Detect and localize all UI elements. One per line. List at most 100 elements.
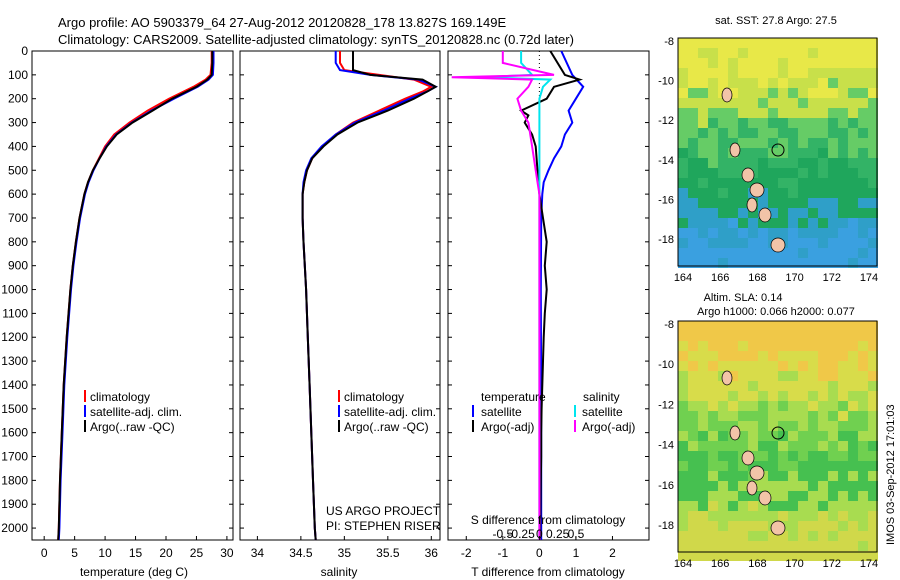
map-cell xyxy=(798,541,808,551)
map-cell xyxy=(728,541,738,551)
map-cell xyxy=(868,431,878,441)
map-cell xyxy=(708,501,718,511)
map-cell xyxy=(698,501,708,511)
map-cell xyxy=(858,401,868,411)
map-cell xyxy=(778,361,788,371)
map-cell xyxy=(858,78,868,88)
salinity-tick-label: 35 xyxy=(338,546,352,560)
map-cell xyxy=(768,208,778,218)
map-cell xyxy=(838,451,848,461)
map-cell xyxy=(768,258,778,268)
map-cell xyxy=(788,78,798,88)
map-cell xyxy=(838,118,848,128)
salinity-tick-label: 36 xyxy=(425,546,439,560)
map-cell xyxy=(808,461,818,471)
depth-tick-label: 600 xyxy=(8,187,28,201)
map-cell xyxy=(678,541,688,551)
x-axis-ticks: 0 5 10 15 20 25 30 34 34.5 35 35.5 36 -2 -1 0 1 2 -0.5-0.… xyxy=(41,527,616,560)
map-cell xyxy=(858,511,868,521)
map-cell xyxy=(698,48,708,58)
map-cell xyxy=(778,58,788,68)
map-cell xyxy=(758,461,768,471)
map-cell xyxy=(788,178,798,188)
map-cell xyxy=(798,88,808,98)
map-cell xyxy=(738,188,748,198)
map-cell xyxy=(838,331,848,341)
header-line-1: Argo profile: AO 5903379_64 27-Aug-2012 … xyxy=(58,15,506,30)
map-cell xyxy=(838,371,848,381)
map-cell xyxy=(858,188,868,198)
s-difference-label: S difference from climatology xyxy=(471,513,626,527)
map-cell xyxy=(808,98,818,108)
map-cell xyxy=(788,381,798,391)
depth-tick-label: 1700 xyxy=(1,450,28,464)
map-cell xyxy=(718,441,728,451)
map-cell xyxy=(808,128,818,138)
map-cell xyxy=(838,98,848,108)
s-difference-tick-label: -0.5 xyxy=(492,527,513,541)
map-cell xyxy=(788,421,798,431)
map-cell xyxy=(818,331,828,341)
map-cell xyxy=(728,208,738,218)
map-cell xyxy=(788,481,798,491)
map-cell xyxy=(708,411,718,421)
map-cell xyxy=(748,158,758,168)
map-cell xyxy=(708,218,718,228)
map-cell xyxy=(808,351,818,361)
map-cell xyxy=(738,421,748,431)
map-cell xyxy=(758,381,768,391)
map-cell xyxy=(848,238,858,248)
map-cell xyxy=(818,471,828,481)
map-cell xyxy=(728,158,738,168)
map-cell xyxy=(718,391,728,401)
map-cell xyxy=(788,88,798,98)
depth-tick-label: 1900 xyxy=(1,497,28,511)
map-cell xyxy=(828,158,838,168)
map-cell xyxy=(868,331,878,341)
map-cell xyxy=(858,38,868,48)
map-cell xyxy=(828,228,838,238)
map-cell xyxy=(818,118,828,128)
map-cell xyxy=(678,98,688,108)
map-cell xyxy=(708,248,718,258)
map-cell xyxy=(788,158,798,168)
map-cell xyxy=(688,531,698,541)
map-cell xyxy=(718,148,728,158)
map-cell xyxy=(808,88,818,98)
depth-tick-label: 1600 xyxy=(1,426,28,440)
map-cell xyxy=(868,341,878,351)
map-cell xyxy=(768,551,778,561)
map-cell xyxy=(758,78,768,88)
map-cell xyxy=(828,78,838,88)
map-cell xyxy=(828,441,838,451)
map-cell xyxy=(748,461,758,471)
salinity-panel-frame xyxy=(239,50,441,541)
map-cell xyxy=(698,361,708,371)
map-cell xyxy=(868,371,878,381)
map-cell xyxy=(778,501,788,511)
map-cell xyxy=(758,431,768,441)
map-cell xyxy=(758,391,768,401)
map-cell xyxy=(838,148,848,158)
depth-tick-label: 800 xyxy=(8,235,28,249)
map-cell xyxy=(858,331,868,341)
map-cell xyxy=(698,431,708,441)
map-cell xyxy=(828,421,838,431)
map-cell xyxy=(798,158,808,168)
island-shape xyxy=(729,425,741,441)
map-cell xyxy=(758,88,768,98)
map-cell xyxy=(848,321,858,331)
map-cell xyxy=(798,401,808,411)
map-cell xyxy=(728,341,738,351)
map-cell xyxy=(748,511,758,521)
map-cell xyxy=(838,541,848,551)
map-cell xyxy=(748,361,758,371)
map-cell xyxy=(748,351,758,361)
map-cell xyxy=(708,481,718,491)
map-cell xyxy=(838,551,848,561)
map-cell xyxy=(728,351,738,361)
map-cell xyxy=(848,78,858,88)
map-cell xyxy=(748,118,758,128)
sla-map xyxy=(678,321,878,561)
map-cell xyxy=(838,58,848,68)
